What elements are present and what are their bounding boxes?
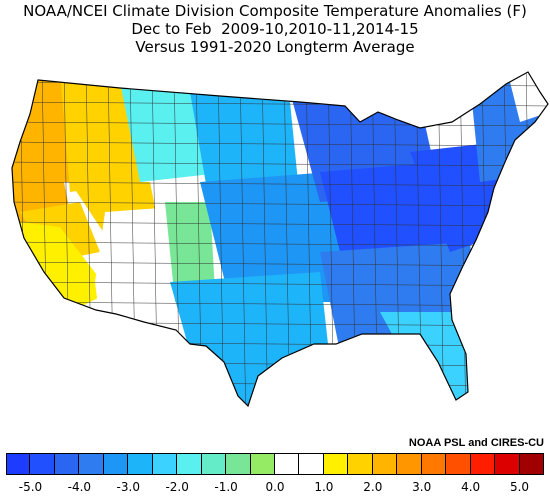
legend-swatch <box>103 453 129 475</box>
legend-swatch <box>299 453 324 475</box>
division-line <box>12 161 548 167</box>
legend-swatch <box>79 453 104 475</box>
legend-swatch <box>348 453 373 475</box>
legend-swatch <box>470 453 496 475</box>
region-pacific-northwest-inland <box>60 72 140 192</box>
map-subtitle-period: Dec to Feb 2009-10,2010-11,2014-15 <box>131 20 419 38</box>
region-utah-arizona <box>95 207 185 332</box>
credit-label: NOAA PSL and CIRES-CU <box>408 437 544 449</box>
legend-swatch <box>250 453 275 475</box>
division-line <box>12 181 548 187</box>
division-line <box>12 121 548 127</box>
division-line <box>12 141 548 147</box>
division-line <box>12 241 548 247</box>
legend-swatch <box>519 453 544 475</box>
division-line <box>12 261 548 267</box>
legend-swatch <box>495 453 520 475</box>
legend-swatch <box>323 453 349 475</box>
legend-swatch <box>446 453 471 475</box>
legend-swatch <box>421 453 447 475</box>
us-anomaly-map <box>0 71 550 426</box>
legend-swatch <box>54 453 80 475</box>
legend-tick-label: -3.0 <box>116 480 140 494</box>
legend-tick-label: 0.0 <box>265 480 285 494</box>
legend-tick-label: 1.0 <box>314 480 334 494</box>
legend-tick-label: -1.0 <box>214 480 238 494</box>
legend-swatch <box>128 453 153 475</box>
legend-swatch <box>397 453 422 475</box>
legend-swatch <box>6 453 31 475</box>
division-line <box>0 422 550 426</box>
division-line <box>12 201 548 207</box>
legend-swatch <box>201 453 227 475</box>
division-line <box>459 72 467 406</box>
legend-tick-label: -5.0 <box>18 480 43 494</box>
legend-tick-label: 2.0 <box>363 480 383 494</box>
division-line <box>12 221 548 227</box>
legend-tick-label: 3.0 <box>412 480 432 494</box>
legend-tick-label: -2.0 <box>165 480 189 494</box>
legend-swatch <box>275 453 300 475</box>
color-legend <box>6 453 544 475</box>
legend-swatch <box>226 453 251 475</box>
legend-swatch <box>372 453 398 475</box>
map-title: NOAA/NCEI Climate Division Composite Tem… <box>23 2 527 20</box>
legend-tick-label: 5.0 <box>509 480 530 494</box>
map-subtitle-baseline: Versus 1991-2020 Longterm Average <box>135 38 415 56</box>
legend-tick-label: -4.0 <box>67 480 92 494</box>
legend-swatch <box>30 453 55 475</box>
legend-swatch <box>177 453 202 475</box>
division-line <box>19 72 27 406</box>
legend-swatch <box>152 453 178 475</box>
division-line <box>12 401 548 406</box>
legend-tick-label: 4.0 <box>461 480 481 494</box>
